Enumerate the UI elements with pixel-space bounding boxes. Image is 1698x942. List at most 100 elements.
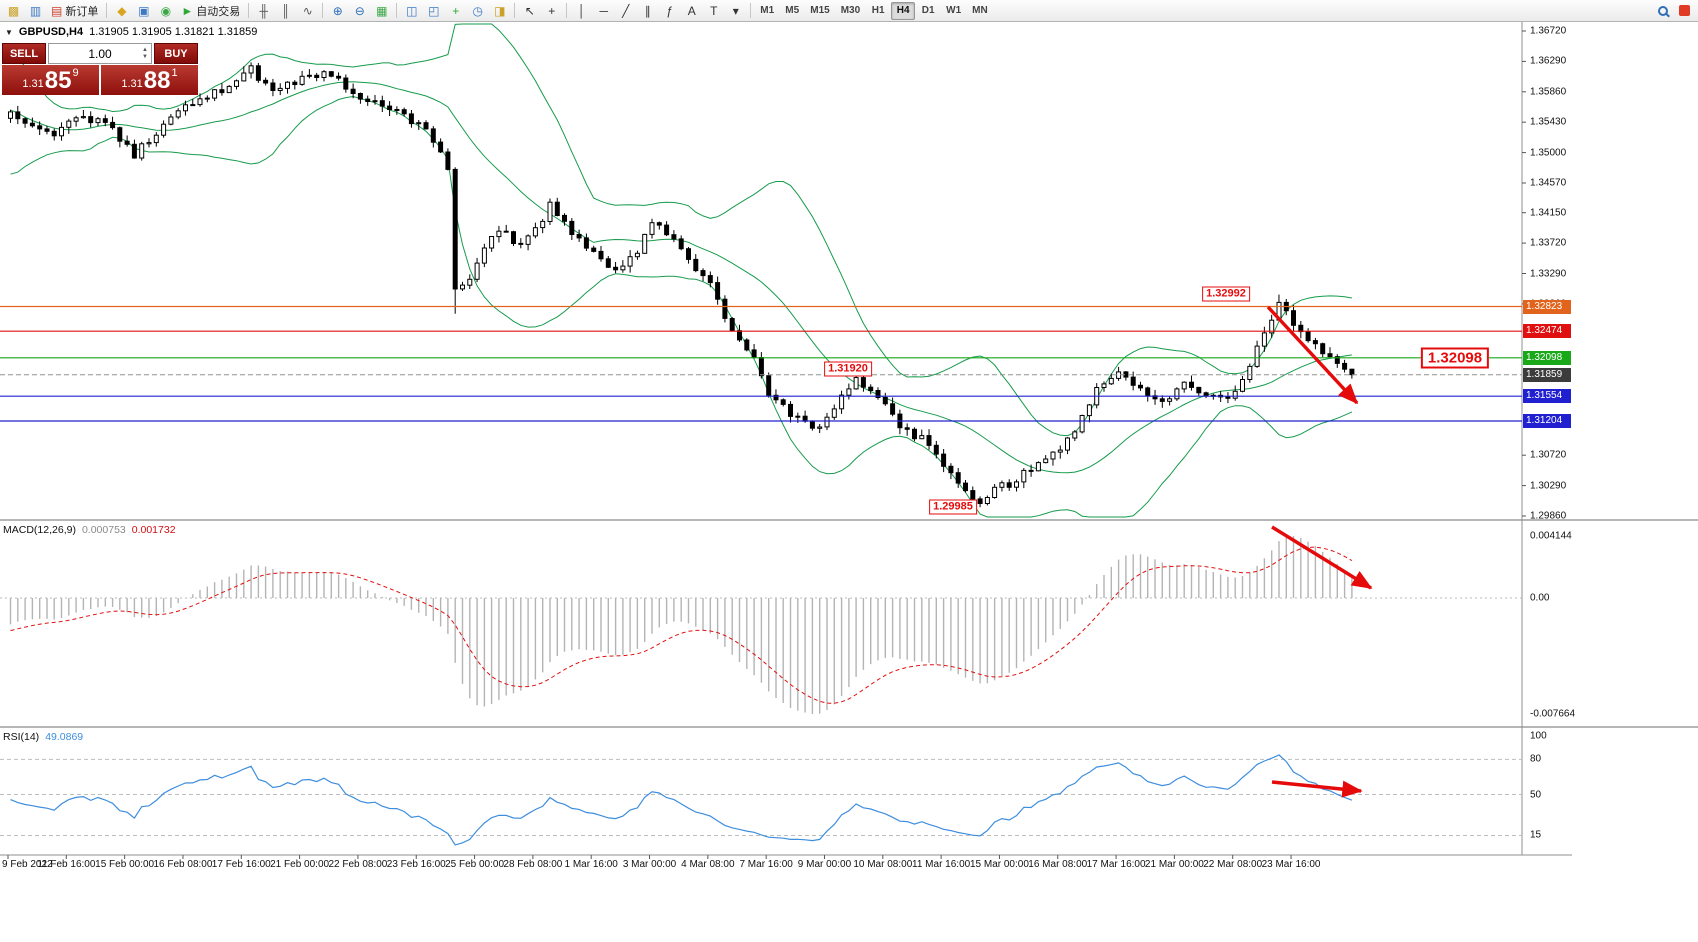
macd-signal-value: 0.001732 (131, 524, 176, 536)
data-window-icon: ▣ (138, 3, 150, 18)
axis-price-tag: 1.32823 (1523, 299, 1571, 314)
cascade-windows-icon: ◫ (406, 3, 418, 18)
macd-histogram (9, 536, 1353, 714)
axis-price-tag: 1.31554 (1523, 389, 1571, 404)
timeframe-h4[interactable]: H4 (891, 1, 916, 20)
toolbar-separator (566, 3, 568, 18)
sell-button[interactable]: SELL (2, 43, 46, 64)
cursor-icon: ↖ (524, 3, 535, 18)
volume-input[interactable]: 1.00 ▲ ▼ (48, 43, 152, 64)
templates-icon[interactable]: ◨ (489, 1, 510, 21)
rsi-scale-label: 100 (1530, 730, 1547, 742)
horizontal-line-icon[interactable]: ─ (593, 1, 614, 21)
text-icon[interactable]: A (681, 1, 702, 21)
label-icon: T (710, 3, 718, 18)
price-callout[interactable]: 1.31920 (824, 361, 872, 377)
shapes-icon[interactable]: ▾ (725, 1, 746, 21)
new-order-button[interactable]: ▤ 新订单 (47, 1, 102, 21)
fibonacci-icon[interactable]: ƒ (659, 1, 680, 21)
tile-windows-icon[interactable]: ▦ (371, 1, 392, 21)
axis-price-tag: 1.32098 (1523, 350, 1571, 365)
market-watch-icon[interactable]: ◆ (111, 1, 132, 21)
crosshair-icon[interactable]: + (541, 1, 562, 21)
time-axis-label: 9 Feb 2022 (2, 859, 53, 870)
data-window-icon[interactable]: ▣ (133, 1, 154, 21)
sell-price-prefix: 1.31 (22, 78, 44, 90)
price-callout[interactable]: 1.32098 (1420, 347, 1490, 369)
price-callout[interactable]: 1.29985 (929, 499, 977, 515)
candlestick-chart-icon[interactable]: ║ (275, 1, 296, 21)
cursor-icon[interactable]: ↖ (519, 1, 540, 21)
market-watch-icon: ◆ (117, 3, 127, 18)
buy-quote[interactable]: 1.31 88 1 (101, 65, 198, 95)
channel-icon: ∥ (644, 3, 651, 18)
bar-chart-icon: ╫ (259, 3, 268, 18)
indicators-icon: + (452, 3, 460, 18)
horizontal-line-icon: ─ (599, 3, 608, 18)
zoom-in-icon[interactable]: ⊕ (327, 1, 348, 21)
price-callout[interactable]: 1.32992 (1202, 286, 1250, 302)
channel-icon[interactable]: ∥ (637, 1, 658, 21)
time-axis-label: 11 Feb 16:00 (37, 859, 96, 870)
fibonacci-icon: ƒ (666, 3, 674, 18)
notification-icon[interactable] (1674, 1, 1695, 21)
vertical-line-icon[interactable]: │ (571, 1, 592, 21)
trend-arrow[interactable] (1271, 780, 1363, 798)
volume-increase-icon[interactable]: ▲ (142, 46, 148, 53)
panel-separator[interactable] (0, 726, 1698, 728)
zoom-out-icon[interactable]: ⊖ (349, 1, 370, 21)
buy-button[interactable]: BUY (154, 43, 198, 64)
panel-separator[interactable] (0, 519, 1698, 521)
notification-icon (1679, 5, 1690, 16)
search-icon[interactable] (1652, 1, 1673, 21)
arrange-windows-icon[interactable]: ◰ (423, 1, 444, 21)
timeframe-m30[interactable]: M30 (836, 2, 865, 20)
sell-quote[interactable]: 1.31 85 9 (2, 65, 99, 95)
timeframe-d1[interactable]: D1 (916, 2, 940, 20)
indicators-icon[interactable]: + (445, 1, 466, 21)
rsi-scale-label: 50 (1530, 789, 1542, 800)
timeframe-m1[interactable]: M1 (755, 2, 779, 20)
time-axis-label: 25 Feb 00:00 (445, 859, 505, 870)
timeframe-m5[interactable]: M5 (780, 2, 804, 20)
toolbar-separator (322, 3, 324, 18)
toolbar-separator (396, 3, 398, 18)
label-icon[interactable]: T (703, 1, 724, 21)
time-axis-label: 23 Feb 16:00 (386, 859, 446, 870)
volume-decrease-icon[interactable]: ▼ (142, 53, 148, 60)
rsi-scale-label: 15 (1530, 829, 1542, 841)
trendline-icon[interactable]: ╱ (615, 1, 636, 21)
new-chart-icon[interactable]: ▩ (3, 1, 24, 21)
timeframe-h1[interactable]: H1 (866, 2, 890, 20)
time-axis-label: 17 Mar 16:00 (1086, 859, 1146, 870)
price-axis-label: 1.35860 (1530, 86, 1567, 98)
navigator-icon[interactable]: ◉ (155, 1, 176, 21)
line-chart-icon[interactable]: ∿ (297, 1, 318, 21)
time-axis-label: 22 Mar 08:00 (1203, 859, 1263, 870)
timeframe-m15[interactable]: M15 (805, 2, 834, 20)
timeframe-w1[interactable]: W1 (941, 2, 966, 20)
time-axis-label: 16 Feb 08:00 (153, 859, 213, 870)
trend-arrow[interactable] (1271, 525, 1373, 590)
periods-icon[interactable]: ◷ (467, 1, 488, 21)
new-order-button: ▤ (51, 3, 63, 18)
time-axis-label: 21 Mar 00:00 (1144, 859, 1204, 870)
chart-symbol: GBPUSD,H4 (18, 26, 84, 38)
price-axis-label: 1.36290 (1530, 55, 1567, 67)
templates-icon: ◨ (494, 3, 506, 18)
timeframe-mn[interactable]: MN (967, 2, 993, 20)
new-order-button-label: 新订单 (65, 5, 99, 18)
candlestick-chart-icon: ║ (281, 3, 290, 18)
text-icon: A (687, 3, 696, 18)
trend-arrow[interactable] (1266, 305, 1359, 405)
cascade-windows-icon[interactable]: ◫ (401, 1, 422, 21)
profiles-icon[interactable]: ▥ (25, 1, 46, 21)
autotrading-button[interactable]: ► 自动交易 (177, 1, 244, 21)
one-click-collapse-icon[interactable]: ▼ (5, 27, 13, 37)
tile-windows-icon: ▦ (376, 3, 388, 18)
time-axis-label: 23 Mar 16:00 (1261, 859, 1321, 870)
bar-chart-icon[interactable]: ╫ (253, 1, 274, 21)
toolbar-separator (248, 3, 250, 18)
price-axis-label: 1.33720 (1530, 237, 1567, 249)
